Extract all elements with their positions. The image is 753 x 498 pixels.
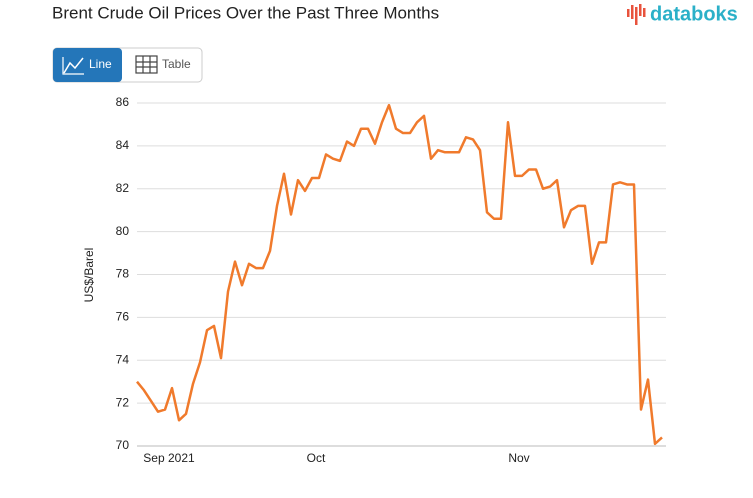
y-tick-label: 82 [116,181,130,195]
x-tick-label: Nov [508,451,529,465]
y-tick-label: 76 [116,310,130,324]
logo-icon [627,4,646,25]
logo: databoks [627,3,738,25]
x-tick-label: Sep 2021 [143,451,195,465]
y-tick-label: 70 [116,438,130,452]
y-tick-label: 74 [116,352,130,366]
y-tick-label: 86 [116,95,130,109]
y-tick-label: 80 [116,224,130,238]
y-tick-label: 72 [116,395,130,409]
y-tick-label: 78 [116,267,130,281]
y-axis-label: US$/Barel [82,248,96,303]
view-toggle[interactable]: Line Table [52,47,203,83]
y-tick-label: 84 [116,138,130,152]
x-tick-label: Oct [307,451,326,465]
line-icon-axis [62,57,84,75]
table-icon [135,55,158,74]
chart-title: Brent Crude Oil Prices Over the Past Thr… [52,3,439,22]
line-icon [63,57,84,74]
data-line [136,103,663,446]
line-button-label[interactable]: Line [89,57,112,71]
logo-text: databoks [650,3,738,25]
table-button-label[interactable]: Table [162,57,191,71]
